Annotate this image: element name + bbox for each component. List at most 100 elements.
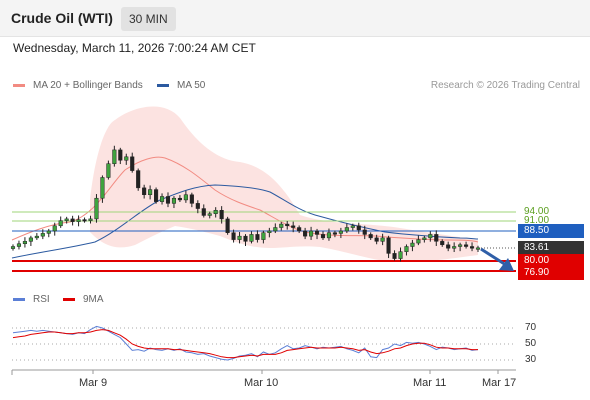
candle-up — [28, 237, 33, 242]
candle-up — [475, 247, 481, 250]
candle-down — [243, 235, 248, 242]
candle-down — [297, 227, 302, 232]
candle-down — [70, 218, 75, 222]
candle-up — [213, 210, 218, 214]
timestamp: Wednesday, March 11, 2026 7:00:24 AM CET — [13, 41, 256, 55]
bollinger-band — [90, 106, 478, 263]
candle-up — [106, 163, 111, 178]
candle-up — [52, 225, 57, 232]
candle-up — [279, 223, 284, 228]
candle-down — [386, 237, 391, 254]
candle-down — [392, 253, 397, 259]
legend-ma50: MA 50 — [157, 80, 205, 91]
rsi-swatch — [13, 298, 25, 301]
9ma-label: 9MA — [83, 294, 104, 305]
candle-down — [189, 194, 194, 204]
candle-down — [464, 244, 469, 247]
legend-9ma: 9MA — [63, 294, 104, 305]
rsi-50-label: 50 — [525, 338, 537, 349]
candle-down — [225, 218, 230, 233]
candle-up — [350, 225, 355, 228]
credit-text: Research © 2026 Trading Central — [430, 80, 580, 91]
level-94-label: 94.00 — [524, 206, 550, 217]
candle-down — [440, 241, 445, 246]
candle-up — [112, 149, 117, 164]
candle-down — [332, 232, 337, 235]
level-91-label: 91.00 — [524, 215, 550, 226]
candle-up — [398, 251, 403, 259]
candle-down — [231, 232, 236, 240]
rsi-70-label: 70 — [525, 322, 537, 333]
candle-up — [380, 237, 385, 242]
timeframe-badge[interactable]: 30 MIN — [121, 7, 176, 31]
candle-up — [422, 237, 427, 240]
candle-up — [326, 232, 332, 239]
ma20-swatch — [13, 84, 25, 87]
candle-down — [136, 170, 141, 189]
candle-up — [10, 246, 16, 249]
candle-down — [118, 149, 123, 161]
candle-up — [416, 239, 421, 244]
candle-down — [291, 225, 296, 228]
rsi-line — [12, 325, 479, 361]
candle-down — [362, 229, 367, 235]
forecast-arrow-head — [499, 258, 514, 271]
legend-rsi: RSI — [13, 294, 50, 305]
candle-up — [76, 219, 81, 222]
candlestick-series — [10, 145, 481, 262]
candle-down — [255, 234, 260, 240]
x-label-mar10: Mar 10 — [244, 377, 279, 389]
candle-up — [338, 230, 343, 234]
instrument-title: Crude Oil (WTI) — [11, 10, 113, 26]
candle-up — [237, 235, 242, 240]
legend-ma20: MA 20 + Bollinger Bands — [13, 80, 143, 91]
ma50-label: MA 50 — [177, 80, 206, 91]
candle-down — [434, 234, 439, 242]
candle-up — [207, 213, 212, 216]
candle-up — [452, 246, 457, 249]
candle-up — [46, 230, 51, 234]
candle-down — [130, 156, 135, 171]
candle-up — [410, 242, 415, 247]
candle-down — [285, 223, 290, 227]
candle-up — [88, 218, 93, 221]
candle-down — [165, 196, 171, 204]
candle-up — [249, 234, 254, 242]
x-label-mar11: Mar 11 — [413, 377, 447, 389]
last-price-tag: 83.61 — [518, 241, 584, 255]
forecast-arrow-shaft — [480, 247, 507, 267]
candle-down — [320, 234, 326, 239]
candle-down — [374, 237, 379, 242]
candle-up — [428, 234, 433, 239]
rsi-30-label: 30 — [525, 354, 537, 365]
rsi-9ma-line — [12, 329, 478, 359]
candle-up — [16, 243, 22, 247]
candle-down — [356, 225, 361, 231]
candle-down — [142, 187, 147, 195]
x-label-mar9: Mar 9 — [79, 377, 108, 389]
candle-up — [34, 235, 39, 239]
9ma-swatch — [63, 298, 75, 301]
candle-up — [458, 244, 463, 247]
candle-up — [58, 220, 63, 227]
candle-down — [368, 234, 373, 239]
candle-down — [154, 189, 159, 202]
candle-up — [183, 194, 188, 201]
candle-down — [219, 210, 224, 220]
ma20-label: MA 20 + Bollinger Bands — [33, 80, 143, 91]
x-label-mar17: Mar 17 — [482, 377, 517, 389]
candle-up — [273, 227, 278, 232]
level-76-90-tag: 76.90 — [518, 266, 584, 280]
candle-up — [404, 246, 409, 252]
candle-down — [177, 197, 182, 201]
candle-up — [261, 232, 266, 240]
chart-header: Crude Oil (WTI) 30 MIN — [0, 0, 590, 37]
rsi-label: RSI — [33, 294, 50, 305]
candle-up — [100, 177, 105, 199]
level-88-50-tag: 88.50 — [518, 224, 584, 238]
candle-up — [309, 230, 314, 237]
candle-up — [64, 218, 69, 221]
candle-down — [195, 203, 200, 209]
ma50-swatch — [157, 84, 169, 87]
candle-up — [159, 196, 165, 202]
